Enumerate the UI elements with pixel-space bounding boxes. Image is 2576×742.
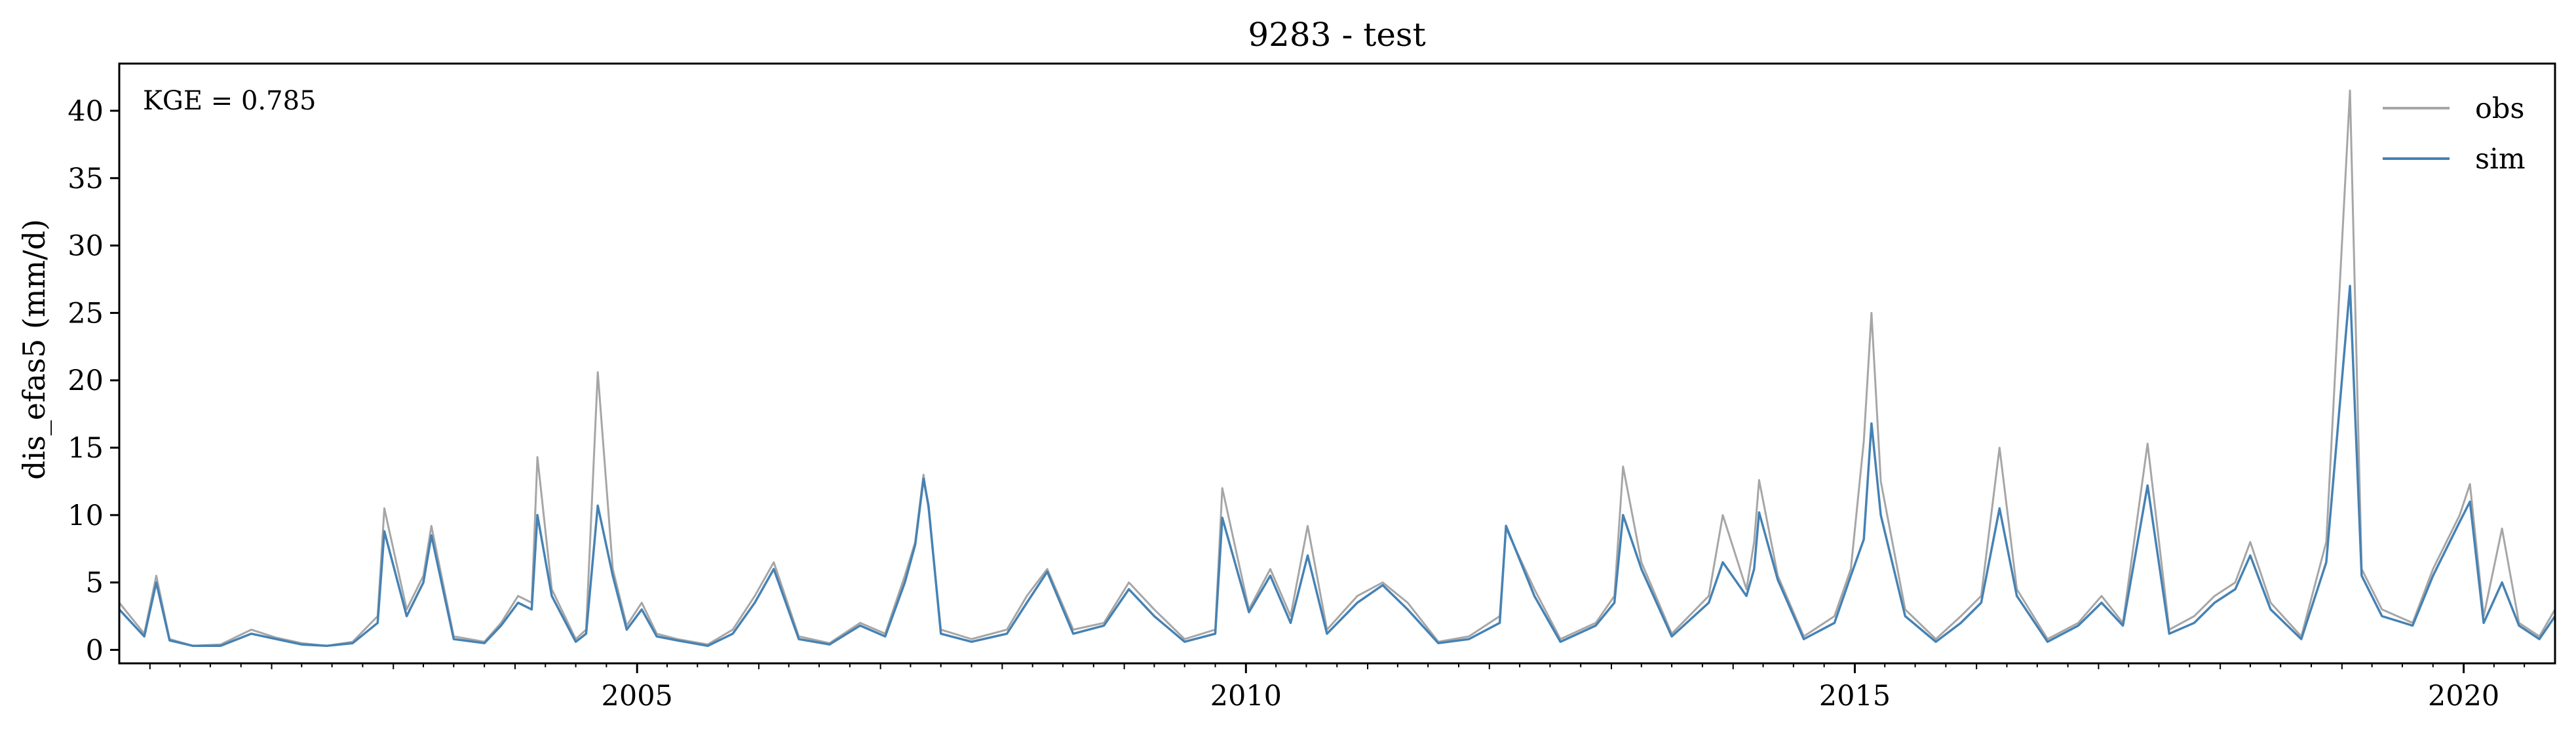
y-tick-label: 5 [86,567,104,600]
y-tick-label: 30 [67,230,104,263]
y-axis-label: dis_efas5 (mm/d) [16,219,52,480]
y-tick-label: 15 [67,432,104,465]
y-tick-label: 20 [67,364,104,397]
y-tick-label: 0 [86,634,104,667]
plot-frame [118,62,2556,665]
series-layer [118,89,2556,648]
x-axis-ticks: 2005 2010 2015 2020 [149,663,2526,713]
legend-sim-label: sim [2475,143,2526,176]
kge-annotation: KGE = 0.785 [143,86,317,116]
y-tick-label: 40 [67,95,104,128]
x-tick-label: 2020 [2428,680,2499,713]
legend: obs sim [2383,92,2526,176]
series-line-obs [118,89,2556,647]
y-axis-ticks: 0 5 10 15 20 25 30 35 40 [67,95,119,667]
x-tick-label: 2005 [601,680,672,713]
x-tick-label: 2010 [1210,680,1282,713]
y-tick-label: 25 [67,297,104,330]
chart-title: 9283 - test [1248,16,1425,54]
legend-obs-label: obs [2475,92,2524,125]
y-tick-label: 35 [67,163,104,195]
x-tick-label: 2015 [1819,680,1891,713]
series-line-sim [118,284,2556,648]
y-tick-label: 10 [67,499,104,532]
